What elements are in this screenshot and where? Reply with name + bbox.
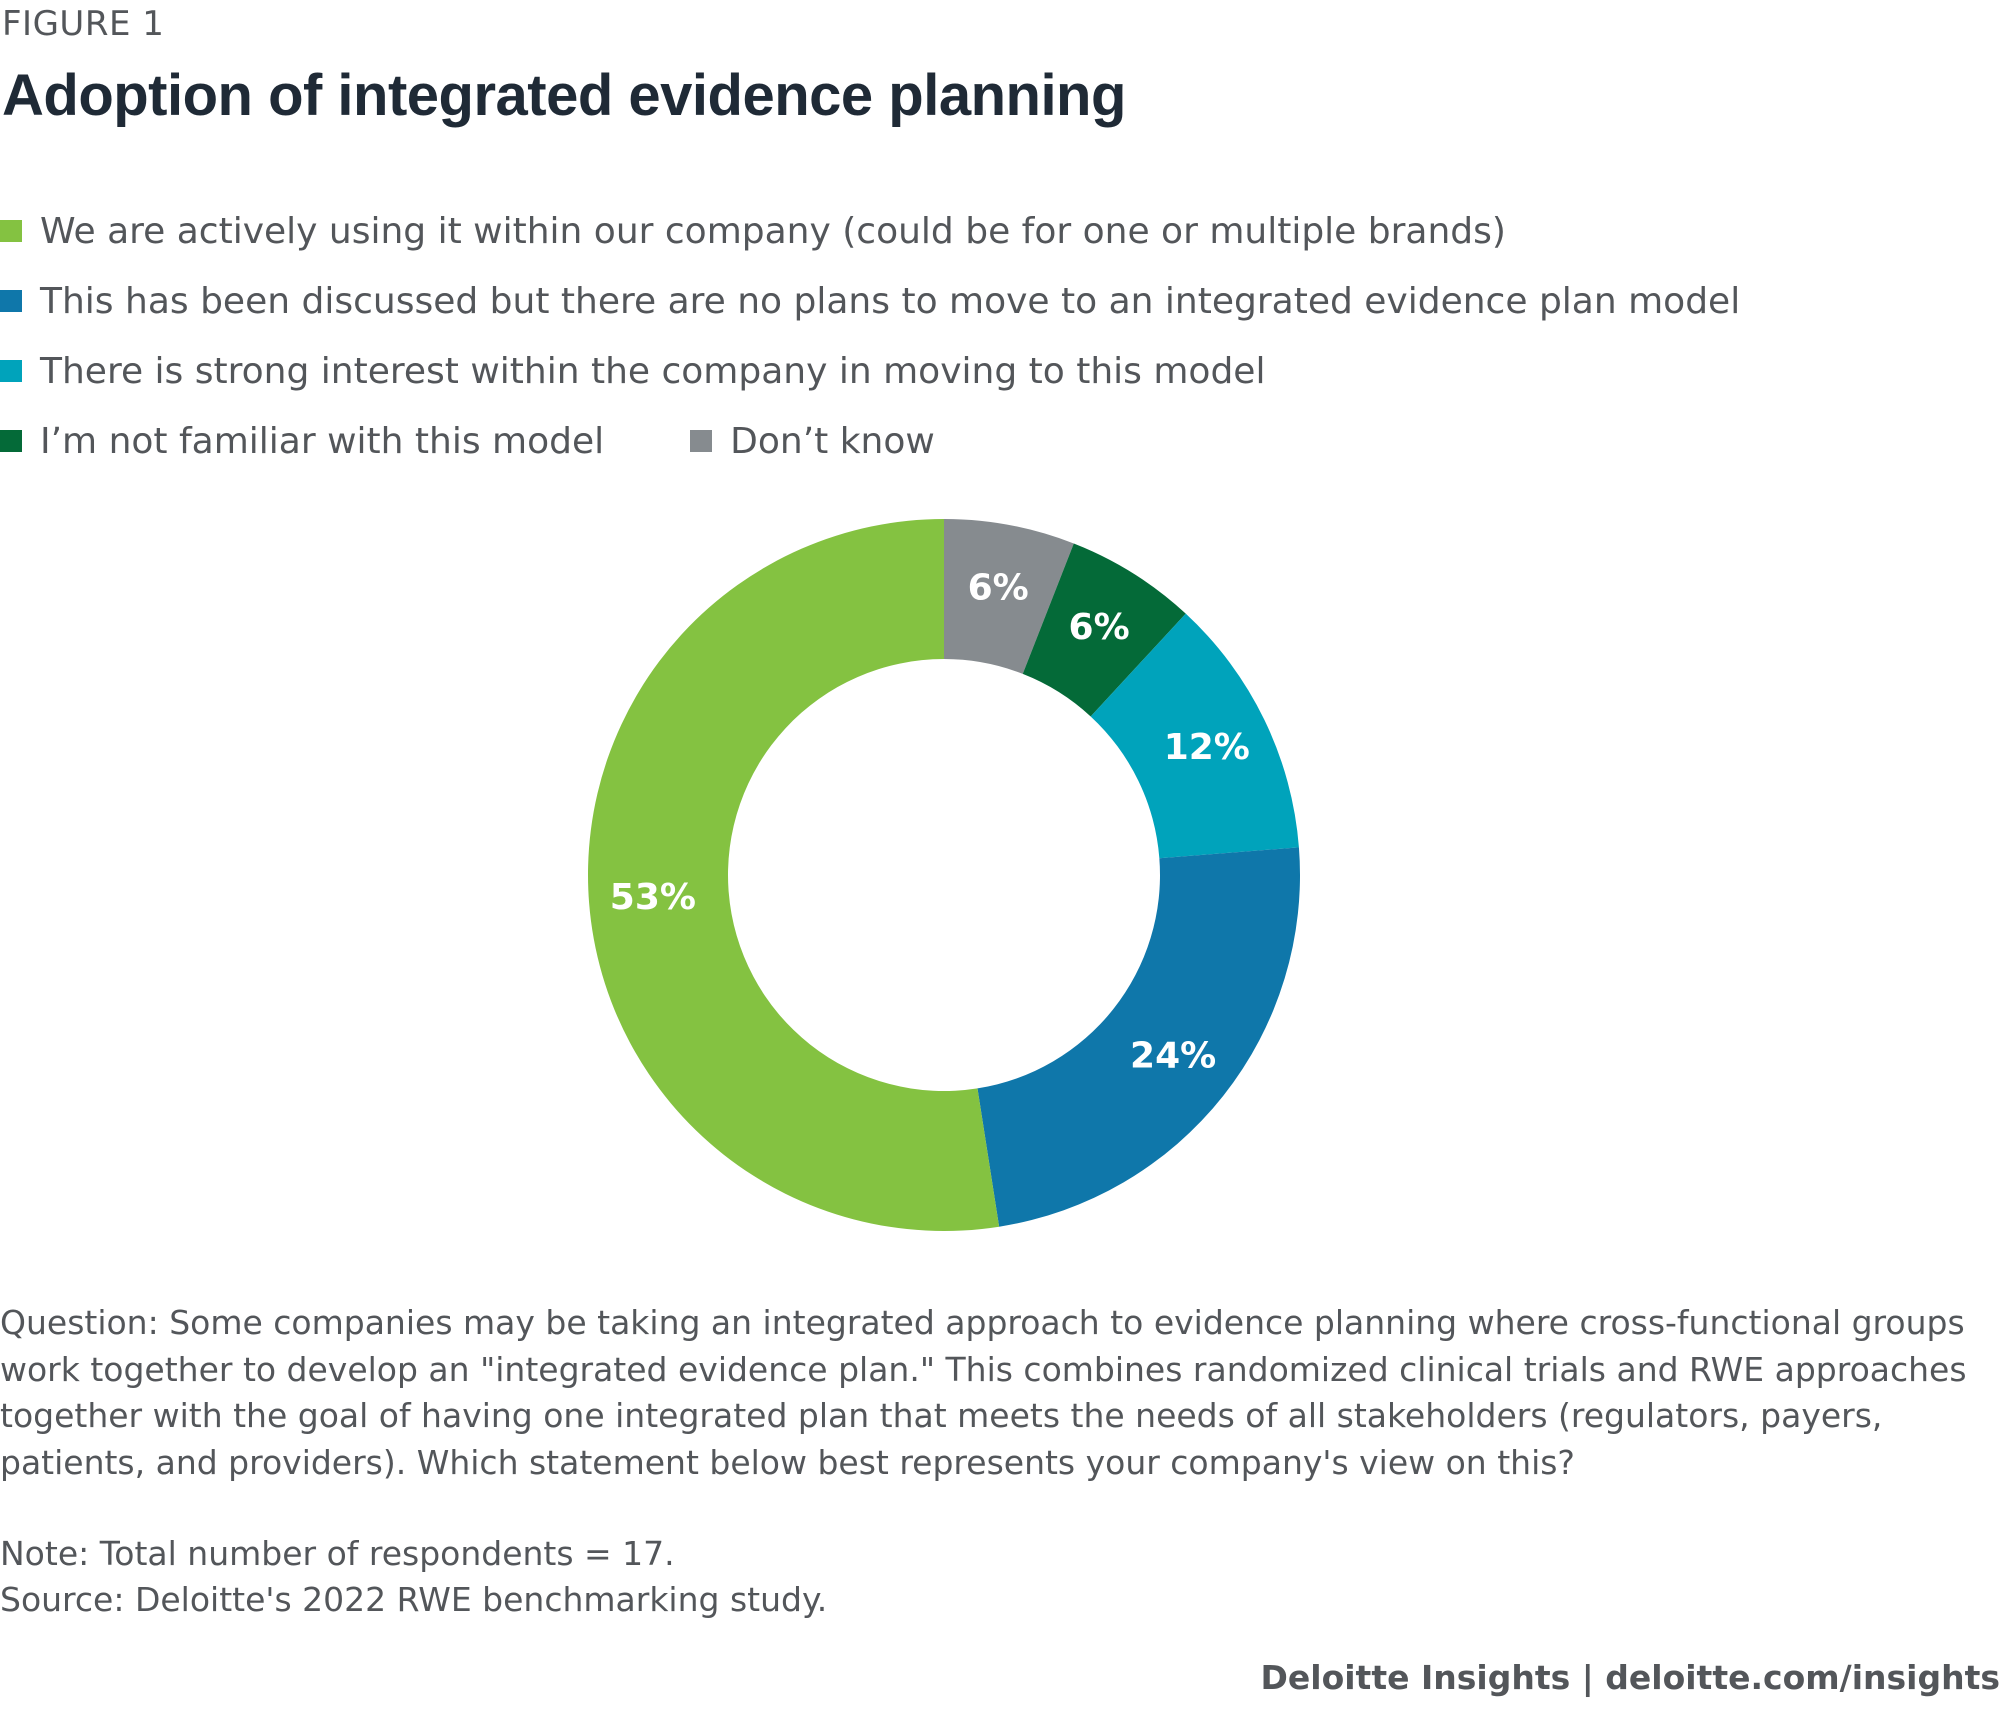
legend-swatch — [690, 430, 713, 452]
legend-swatch — [0, 430, 22, 452]
legend-swatch — [0, 360, 22, 382]
legend-label: Don’t know — [730, 420, 935, 462]
legend: We are actively using it within our comp… — [0, 196, 1990, 476]
donut-slice-we-are-actively-using-it-within-our-comp — [587, 519, 1000, 1231]
slice-label: 6% — [968, 568, 1029, 609]
slice-label: 24% — [1130, 1036, 1216, 1077]
source-text: Source: Deloitte's 2022 RWE benchmarking… — [0, 1580, 828, 1619]
question-text: Question: Some companies may be taking a… — [0, 1303, 1967, 1482]
legend-item-we-are-actively-using-it-within-our-comp: We are actively using it within our comp… — [0, 211, 1506, 252]
legend-row: This has been discussed but there are no… — [0, 266, 1990, 336]
legend-label: This has been discussed but there are no… — [40, 280, 1741, 322]
legend-row: We are actively using it within our comp… — [0, 196, 1990, 266]
legend-row: I’m not familiar with this model Don’t kn… — [0, 406, 1990, 476]
legend-row: There is strong interest within the comp… — [0, 336, 1990, 406]
donut-slice-i-m-not-familiar-with-this-model — [1022, 543, 1186, 717]
slice-label: 53% — [610, 877, 696, 918]
brand-footer: Deloitte Insights | deloitte.com/insight… — [1260, 1658, 2000, 1697]
legend-label: I’m not familiar with this model — [40, 420, 605, 462]
legend-item-this-has-been-discussed-but-there-are-no: This has been discussed but there are no… — [0, 281, 1740, 322]
note-text: Note: Total number of respondents = 17. — [0, 1534, 675, 1573]
donut-slice-don-t-know — [944, 519, 1074, 674]
legend-label: We are actively using it within our comp… — [40, 210, 1506, 252]
figure-eyebrow: FIGURE 1 — [2, 4, 165, 44]
donut-slice-this-has-been-discussed-but-there-are-no — [977, 847, 1300, 1227]
chart-title: Adoption of integrated evidence planning — [2, 63, 1126, 128]
donut-chart: 6% 6% 12% 24% 53% — [587, 519, 1300, 1231]
legend-swatch — [0, 220, 22, 242]
legend-item-don-t-know: Don’t know — [690, 421, 935, 462]
donut-slice-there-is-strong-interest-within-the-comp — [1090, 613, 1299, 859]
legend-item-i-m-not-familiar-with-this-model: I’m not familiar with this model — [0, 421, 604, 462]
legend-label: There is strong interest within the comp… — [40, 350, 1266, 392]
legend-item-there-is-strong-interest-within-the-comp: There is strong interest within the comp… — [0, 351, 1265, 392]
slice-label: 12% — [1164, 727, 1250, 768]
slice-label: 6% — [1069, 607, 1130, 648]
legend-swatch — [0, 290, 22, 312]
